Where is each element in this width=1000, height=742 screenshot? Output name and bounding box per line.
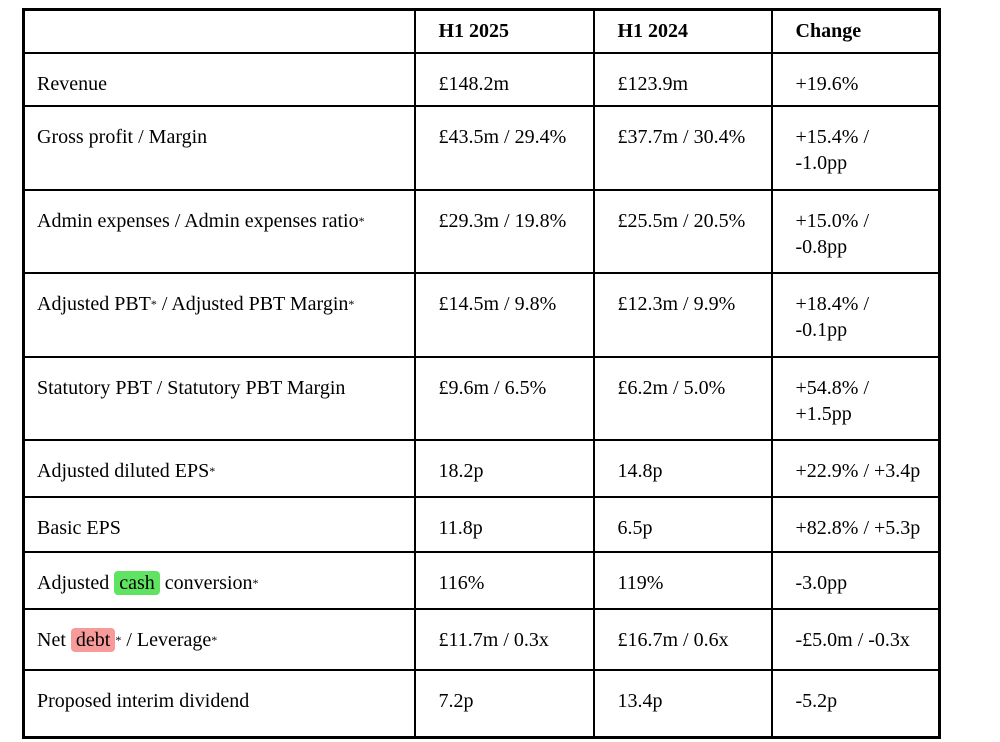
row-label: Statutory PBT / Statutory PBT Margin <box>22 355 416 441</box>
table-row-admin-expenses: Admin expenses / Admin expenses ratio* £… <box>22 188 941 274</box>
value-change: -£5.0m / -0.3x <box>770 607 941 671</box>
value-change: +54.8% / +1.5pp <box>770 355 941 441</box>
value-h1-2024: £37.7m / 30.4% <box>592 104 773 191</box>
table-row-statutory-pbt: Statutory PBT / Statutory PBT Margin £9.… <box>22 355 941 441</box>
row-label: Admin expenses / Admin expenses ratio* <box>22 188 416 274</box>
header-row: H1 2025 H1 2024 Change <box>22 8 941 54</box>
table-row-basic-eps: Basic EPS 11.8p 6.5p +82.8% / +5.3p <box>22 495 941 553</box>
label-text: Admin expenses / Admin expenses ratio <box>37 209 359 232</box>
footnote-asterisk: * <box>348 296 355 311</box>
label-text: conversion <box>159 571 253 594</box>
value-h1-2024: £6.2m / 5.0% <box>592 355 773 441</box>
value-h1-2024: £12.3m / 9.9% <box>592 271 773 358</box>
value-h1-2025: £11.7m / 0.3x <box>413 607 595 671</box>
label-text: Net <box>37 628 71 651</box>
value-h1-2024: 13.4p <box>592 668 773 739</box>
row-label: Proposed interim dividend <box>22 668 416 739</box>
value-change: +18.4% / -0.1pp <box>770 271 941 358</box>
table-header: H1 2025 H1 2024 Change <box>22 8 941 54</box>
value-h1-2024: £123.9m <box>592 51 773 107</box>
footnote-asterisk: * <box>252 575 259 590</box>
table-row-gross-profit: Gross profit / Margin £43.5m / 29.4% £37… <box>22 104 941 191</box>
label-text: Adjusted PBT <box>37 292 151 315</box>
label-text: Adjusted diluted EPS <box>37 459 210 482</box>
header-h1-2024: H1 2024 <box>592 8 773 54</box>
table-row-revenue: Revenue £148.2m £123.9m +19.6% <box>22 51 941 107</box>
value-h1-2025: 18.2p <box>413 438 595 498</box>
row-label: Net debt * / Leverage* <box>22 607 416 671</box>
footnote-asterisk: * <box>115 632 122 647</box>
table-body: Revenue £148.2m £123.9m +19.6% Gross pro… <box>22 51 941 739</box>
table-row-proposed-interim-dividend: Proposed interim dividend 7.2p 13.4p -5.… <box>22 668 941 739</box>
value-change: +82.8% / +5.3p <box>770 495 941 553</box>
value-h1-2024: 6.5p <box>592 495 773 553</box>
value-h1-2024: £16.7m / 0.6x <box>592 607 773 671</box>
value-h1-2025: 116% <box>413 550 595 610</box>
value-h1-2025: £9.6m / 6.5% <box>413 355 595 441</box>
row-label: Revenue <box>22 51 416 107</box>
value-change: +15.0% / -0.8pp <box>770 188 941 274</box>
value-change: +19.6% <box>770 51 941 107</box>
table-row-adjusted-pbt: Adjusted PBT* / Adjusted PBT Margin* £14… <box>22 271 941 358</box>
value-h1-2025: 7.2p <box>413 668 595 739</box>
footnote-asterisk: * <box>150 296 157 311</box>
value-h1-2024: 119% <box>592 550 773 610</box>
header-change: Change <box>770 8 941 54</box>
financial-summary-table: H1 2025 H1 2024 Change Revenue £148.2m £… <box>22 8 941 739</box>
footnote-asterisk: * <box>358 213 365 228</box>
value-h1-2025: £14.5m / 9.8% <box>413 271 595 358</box>
header-metric-empty <box>22 8 416 54</box>
value-h1-2025: £148.2m <box>413 51 595 107</box>
label-text: / Adjusted PBT Margin <box>156 292 349 315</box>
value-h1-2024: 14.8p <box>592 438 773 498</box>
row-label: Adjusted PBT* / Adjusted PBT Margin* <box>22 271 416 358</box>
value-h1-2025: £29.3m / 19.8% <box>413 188 595 274</box>
table-row-adjusted-cash-conversion: Adjusted cash conversion* 116% 119% -3.0… <box>22 550 941 610</box>
value-h1-2025: 11.8p <box>413 495 595 553</box>
label-text: Adjusted <box>37 571 115 594</box>
value-change: +22.9% / +3.4p <box>770 438 941 498</box>
header-h1-2025: H1 2025 <box>413 8 595 54</box>
table-row-net-debt: Net debt * / Leverage* £11.7m / 0.3x £16.… <box>22 607 941 671</box>
value-h1-2024: £25.5m / 20.5% <box>592 188 773 274</box>
footnote-asterisk: * <box>211 632 218 647</box>
row-label: Basic EPS <box>22 495 416 553</box>
value-change: -3.0pp <box>770 550 941 610</box>
table-row-adjusted-diluted-eps: Adjusted diluted EPS* 18.2p 14.8p +22.9%… <box>22 438 941 498</box>
value-h1-2025: £43.5m / 29.4% <box>413 104 595 191</box>
label-text: / Leverage <box>121 628 212 651</box>
row-label: Gross profit / Margin <box>22 104 416 191</box>
value-change: +15.4% / -1.0pp <box>770 104 941 191</box>
value-change: -5.2p <box>770 668 941 739</box>
row-label: Adjusted cash conversion* <box>22 550 416 610</box>
highlighted-word-debt: debt <box>70 627 116 652</box>
highlighted-word-cash: cash <box>114 570 160 595</box>
footnote-asterisk: * <box>209 463 216 478</box>
row-label: Adjusted diluted EPS* <box>22 438 416 498</box>
